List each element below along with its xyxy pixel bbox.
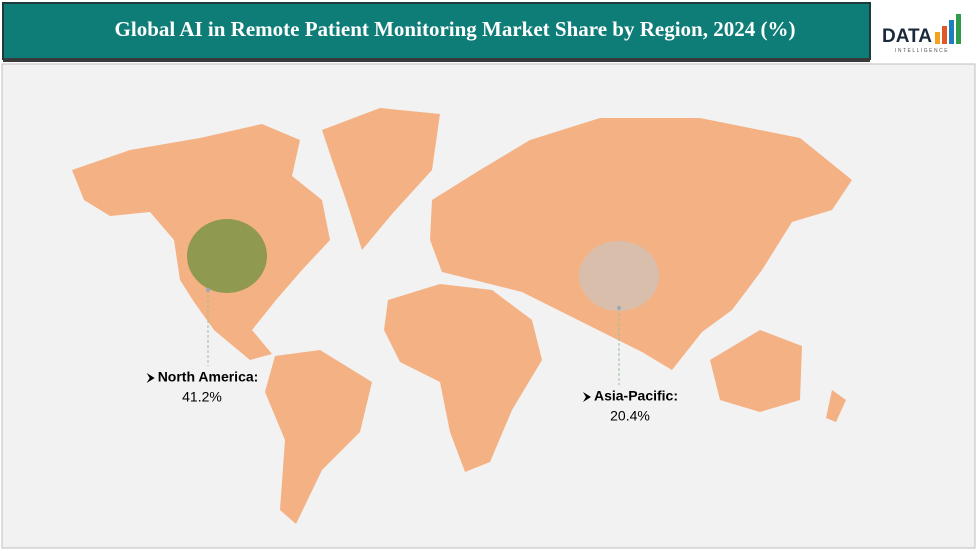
south-america [265, 350, 372, 524]
bullet-arrow [582, 392, 591, 402]
title: Global AI in Remote Patient Monitoring M… [115, 17, 796, 41]
logo-bar [942, 26, 947, 44]
eurasia [430, 118, 852, 370]
bullet-arrow [146, 373, 155, 383]
region-name: North America: [158, 369, 259, 385]
greenland [322, 108, 440, 250]
regions: North America: 41.2% Asia-Pacific: 20.4% [146, 219, 678, 424]
leader-dot [617, 306, 621, 310]
logo-text: DATA [882, 26, 932, 47]
logo-bar [935, 32, 940, 44]
logo-subtext: INTELLIGENCE [895, 48, 949, 54]
region-value: 41.2% [182, 389, 222, 405]
australia [710, 330, 802, 412]
header-shadow [3, 58, 870, 62]
header-band [2, 2, 871, 60]
logo-bar [949, 20, 954, 44]
region-name: Asia-Pacific: [594, 388, 678, 404]
new-zealand [826, 390, 846, 422]
region-marker [579, 241, 659, 311]
africa [384, 284, 542, 472]
logo: DATA INTELLIGENCE [882, 14, 961, 54]
logo-bar [956, 14, 961, 44]
region-marker [187, 219, 267, 293]
region-value: 20.4% [610, 408, 650, 424]
leader-dot [206, 288, 210, 292]
